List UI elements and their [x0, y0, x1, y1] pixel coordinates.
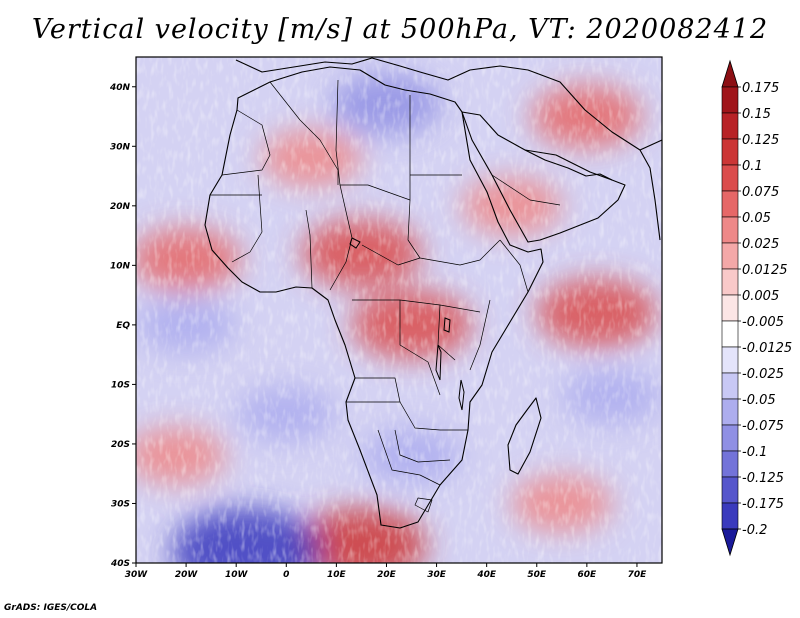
x-tick-label: 20W: [175, 570, 199, 580]
y-tick-label: 40S: [110, 559, 130, 569]
persian-gulf-coastline: [524, 149, 613, 181]
colorbar-swatch: [721, 216, 739, 244]
border: [305, 209, 313, 289]
border: [346, 401, 468, 431]
lake-tanganyika-outline: [435, 344, 442, 381]
colorbar-swatch: [721, 138, 739, 166]
colorbar-label: 0.005: [742, 289, 779, 304]
border: [352, 299, 481, 313]
colorbar-swatch: [721, 294, 739, 322]
colorbar-top-arrow: [721, 59, 739, 88]
border: [361, 244, 421, 266]
colorbar-label: -0.005: [742, 315, 784, 330]
colorbar-swatch: [721, 190, 739, 218]
plot-frame: [135, 56, 663, 564]
y-tick-label: 10S: [111, 380, 130, 390]
colorbar-label: 0.05: [742, 211, 771, 226]
x-axis: 30W 20W 10W 0 10E 20E 30E 40E 50E 60E 70E: [125, 563, 647, 580]
y-tick-label: EQ: [116, 321, 130, 331]
colorbar-label: -0.175: [742, 497, 784, 512]
colorbar-swatch: [721, 502, 739, 530]
lake-victoria-outline: [443, 317, 451, 333]
border: [269, 81, 339, 185]
border: [377, 429, 441, 486]
colorbar-swatch: [721, 242, 739, 270]
colorbar-swatch: [721, 268, 739, 296]
x-tick-label: 30E: [427, 570, 447, 580]
border: [231, 174, 263, 263]
border: [394, 429, 451, 463]
border: [399, 300, 441, 396]
border: [414, 497, 433, 513]
colorbar-swatch: [721, 86, 739, 114]
grads-credit: GrADS: IGES/COLA: [4, 603, 98, 613]
colorbar-swatch: [721, 450, 739, 478]
india-coastline: [639, 149, 661, 241]
field-texture: [136, 57, 662, 563]
colorbar-swatch: [721, 346, 739, 374]
europe-mideast-coastline: [235, 57, 662, 151]
colorbar-swatch: [721, 424, 739, 452]
country-borders: [210, 79, 561, 513]
colorbar-label: -0.2: [742, 523, 767, 538]
colorbar-label: 0.125: [742, 133, 779, 148]
y-tick-label: 10N: [110, 261, 131, 271]
border: [355, 377, 401, 403]
colorbar-swatch: [721, 372, 739, 400]
x-tick-label: 0: [283, 570, 289, 580]
border: [499, 239, 529, 293]
y-axis: 40N 30N 20N 10N EQ 10S 20S 30S 40S: [109, 83, 136, 569]
lake-chad-outline: [349, 237, 361, 249]
x-tick-label: 50E: [527, 570, 547, 580]
colorbar-swatch: [721, 320, 739, 348]
colorbar-label: 0.075: [742, 185, 779, 200]
colorbar-swatch: [721, 398, 739, 426]
border: [329, 184, 353, 291]
colorbar-label: -0.075: [742, 419, 784, 434]
colorbar-swatch: [721, 164, 739, 192]
y-tick-label: 20N: [110, 202, 131, 212]
colorbar-label: 0.0125: [742, 263, 788, 278]
x-tick-label: 10E: [327, 570, 347, 580]
colorbar-label: -0.125: [742, 471, 784, 486]
lake-malawi-outline: [458, 379, 465, 411]
x-tick-label: 20E: [377, 570, 397, 580]
border: [491, 174, 561, 206]
colorbar-label: 0.1: [742, 159, 763, 174]
x-tick-label: 60E: [578, 570, 598, 580]
x-tick-label: 40E: [476, 570, 497, 580]
y-tick-label: 20S: [111, 440, 130, 450]
arabia-coastline: [461, 111, 626, 243]
colorbar-label: -0.05: [742, 393, 776, 408]
colorbar-label: -0.1: [742, 445, 767, 460]
border: [335, 79, 411, 201]
colorbar-label: 0.025: [742, 237, 779, 252]
colorbar-bottom-arrow: [721, 528, 739, 557]
plot-area: [136, 57, 662, 563]
colorbar-label: -0.0125: [742, 341, 792, 356]
madagascar-coastline: [507, 397, 542, 475]
border: [469, 299, 491, 371]
map-title: Vertical velocity [m/s] at 500hPa, VT: 2…: [31, 14, 769, 45]
x-tick-label: 70E: [628, 570, 648, 580]
colorbar-label: 0.15: [742, 107, 771, 122]
border: [221, 109, 271, 176]
y-tick-label: 30S: [111, 499, 130, 509]
colorbar-swatch: [721, 112, 739, 140]
y-tick-label: 40N: [109, 83, 131, 93]
x-tick-label: 30W: [125, 570, 149, 580]
colorbar-label: 0.175: [742, 81, 779, 96]
colorbar-label: -0.025: [742, 367, 784, 382]
lakes: [349, 237, 465, 411]
y-tick-label: 30N: [110, 142, 131, 152]
colorbar-swatch: [721, 476, 739, 504]
border: [407, 199, 501, 266]
colorbar: 0.175 0.15 0.125 0.1 0.075 0.05 0.025 0.0125 0.0…: [721, 59, 792, 557]
x-tick-label: 10W: [225, 570, 249, 580]
